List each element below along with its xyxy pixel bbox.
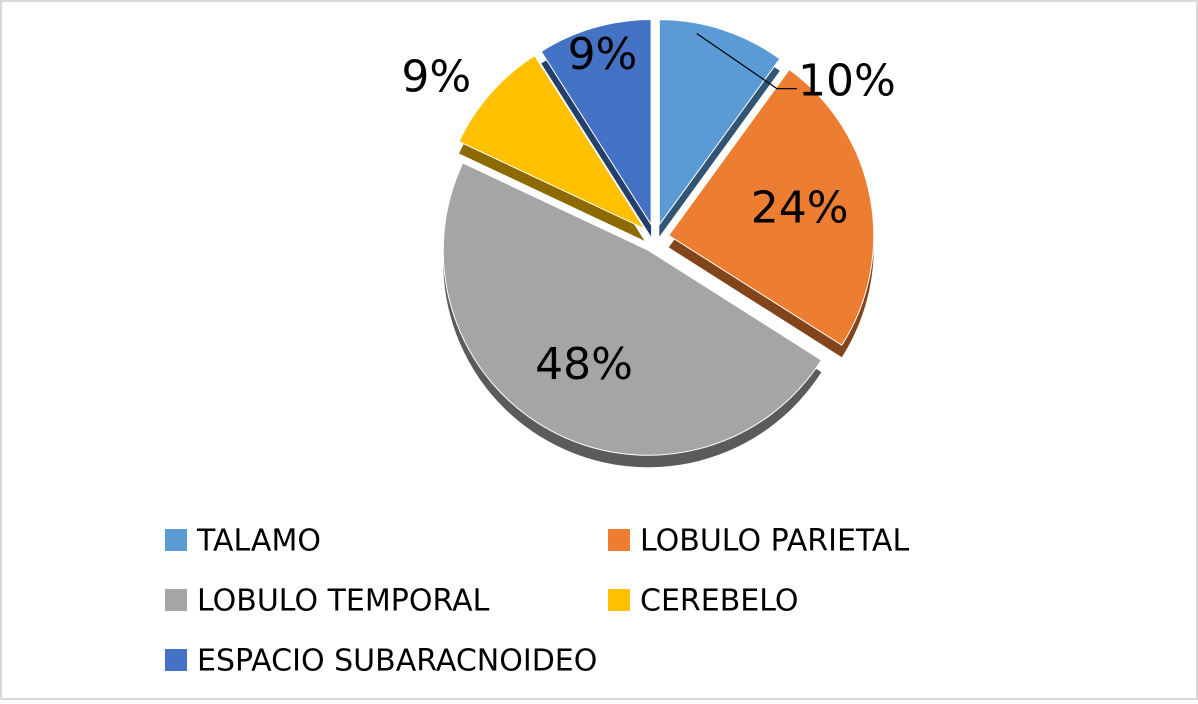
leader-line: [696, 33, 797, 90]
slice: [668, 68, 875, 346]
data-label: 24%: [751, 182, 849, 233]
slice: [540, 19, 652, 227]
legend-swatch: [165, 589, 187, 611]
legend-swatch: [165, 649, 187, 671]
legend-swatch: [165, 529, 187, 551]
legend-swatch: [608, 529, 630, 551]
data-label: 9%: [568, 29, 638, 80]
slice: [458, 54, 646, 230]
legend-label: LOBULO TEMPORAL: [197, 584, 490, 619]
data-label: 9%: [401, 51, 471, 102]
legend-swatch: [608, 589, 630, 611]
legend-label: CEREBELO: [640, 584, 799, 619]
data-label: 10%: [798, 56, 896, 107]
data-label: 48%: [535, 339, 633, 390]
legend-label: LOBULO PARIETAL: [640, 524, 909, 559]
slice: [442, 162, 823, 456]
legend-label: ESPACIO SUBARACNOIDEO: [197, 644, 597, 679]
slice: [658, 19, 781, 227]
legend-label: TALAMO: [196, 524, 321, 559]
